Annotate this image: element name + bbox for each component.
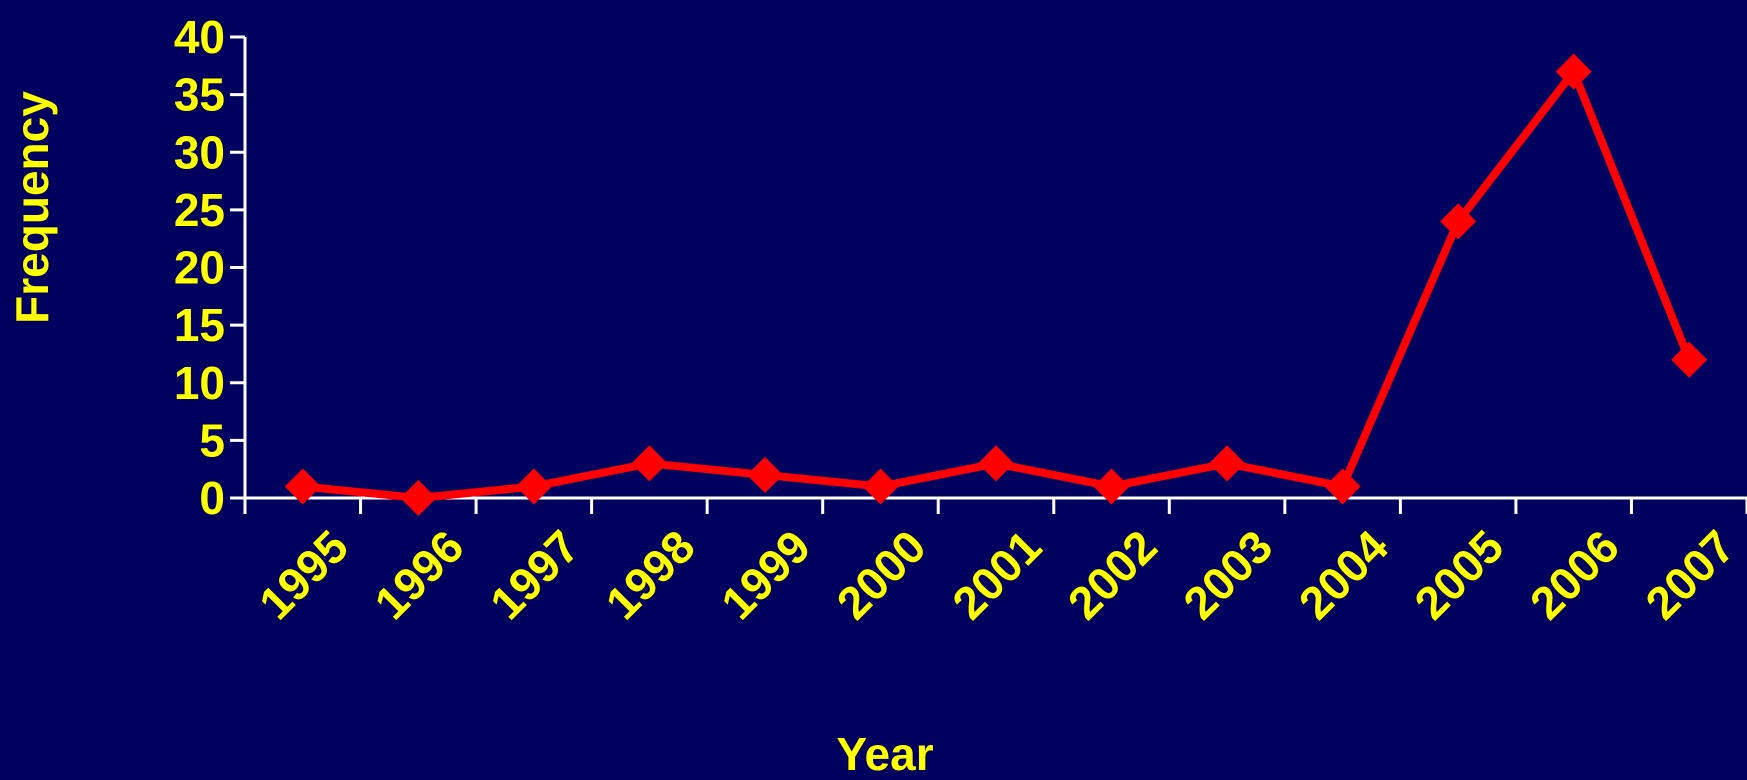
y-tick-label: 5 bbox=[199, 414, 225, 466]
y-axis-title: Frequency bbox=[6, 91, 58, 324]
y-tick-label: 40 bbox=[174, 11, 225, 63]
data-point-marker bbox=[515, 468, 552, 505]
series-layer bbox=[284, 53, 1708, 516]
data-point-marker bbox=[1555, 53, 1592, 90]
y-tick-label: 10 bbox=[174, 357, 225, 409]
y-tick-label: 25 bbox=[174, 184, 225, 236]
y-tick-label: 0 bbox=[199, 472, 225, 524]
data-point-marker bbox=[1093, 468, 1130, 505]
data-point-marker bbox=[1671, 341, 1708, 378]
data-point-marker bbox=[631, 445, 668, 482]
axes bbox=[230, 35, 1747, 514]
data-point-marker bbox=[400, 480, 437, 516]
data-point-marker bbox=[978, 445, 1014, 482]
data-point-marker bbox=[746, 456, 783, 493]
y-tick-label: 35 bbox=[174, 69, 225, 121]
data-point-marker bbox=[284, 468, 321, 505]
y-tick-label: 30 bbox=[174, 126, 225, 178]
data-point-marker bbox=[1324, 468, 1361, 505]
data-point-marker bbox=[862, 468, 899, 505]
data-point-marker bbox=[1209, 445, 1246, 482]
data-point-marker bbox=[1440, 203, 1477, 240]
y-tick-label: 15 bbox=[174, 299, 225, 351]
x-axis-title: Year bbox=[836, 728, 933, 780]
y-tick-label: 20 bbox=[174, 242, 225, 294]
